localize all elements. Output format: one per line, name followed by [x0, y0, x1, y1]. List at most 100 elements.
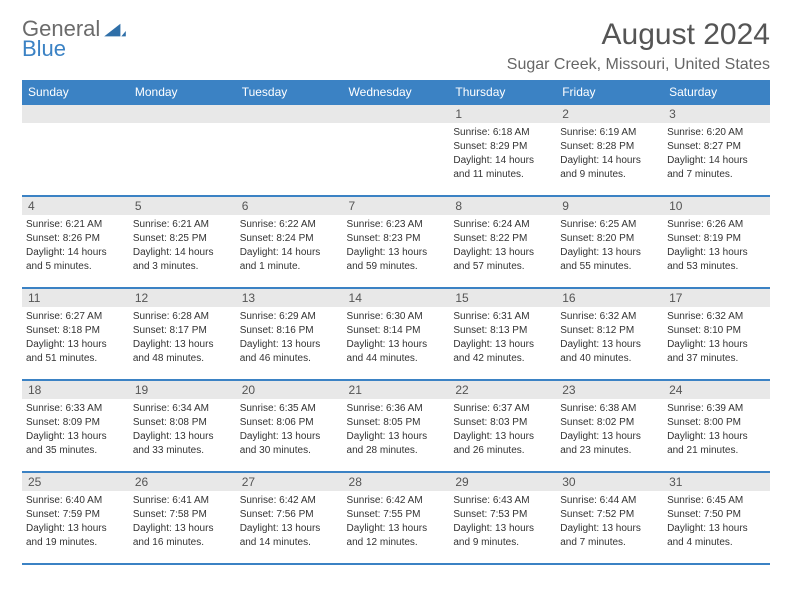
day-body: Sunrise: 6:18 AMSunset: 8:29 PMDaylight:… [449, 123, 556, 184]
sunset-line: Sunset: 8:08 PM [133, 416, 232, 430]
sunrise-line: Sunrise: 6:26 AM [667, 218, 766, 232]
logo-triangle-icon [104, 22, 126, 40]
daylight-line: Daylight: 14 hours and 9 minutes. [560, 154, 659, 182]
daylight-line: Daylight: 13 hours and 28 minutes. [347, 430, 446, 458]
day-cell: 22Sunrise: 6:37 AMSunset: 8:03 PMDayligh… [449, 380, 556, 472]
sunset-line: Sunset: 8:26 PM [26, 232, 125, 246]
logo: General Blue [22, 18, 126, 60]
sunset-line: Sunset: 7:52 PM [560, 508, 659, 522]
day-body: Sunrise: 6:25 AMSunset: 8:20 PMDaylight:… [556, 215, 663, 276]
daylight-line: Daylight: 13 hours and 19 minutes. [26, 522, 125, 550]
day-body: Sunrise: 6:22 AMSunset: 8:24 PMDaylight:… [236, 215, 343, 276]
logo-text: General Blue [22, 18, 100, 60]
day-body: Sunrise: 6:26 AMSunset: 8:19 PMDaylight:… [663, 215, 770, 276]
day-number: 29 [449, 473, 556, 491]
day-cell: 17Sunrise: 6:32 AMSunset: 8:10 PMDayligh… [663, 288, 770, 380]
sunrise-line: Sunrise: 6:36 AM [347, 402, 446, 416]
sunset-line: Sunset: 8:19 PM [667, 232, 766, 246]
daylight-line: Daylight: 14 hours and 1 minute. [240, 246, 339, 274]
day-header-tuesday: Tuesday [236, 81, 343, 105]
day-body: Sunrise: 6:40 AMSunset: 7:59 PMDaylight:… [22, 491, 129, 552]
day-cell [129, 104, 236, 196]
day-body: Sunrise: 6:30 AMSunset: 8:14 PMDaylight:… [343, 307, 450, 368]
sunrise-line: Sunrise: 6:37 AM [453, 402, 552, 416]
calendar-body: 1Sunrise: 6:18 AMSunset: 8:29 PMDaylight… [22, 104, 770, 564]
daylight-line: Daylight: 13 hours and 44 minutes. [347, 338, 446, 366]
sunrise-line: Sunrise: 6:43 AM [453, 494, 552, 508]
day-cell: 11Sunrise: 6:27 AMSunset: 8:18 PMDayligh… [22, 288, 129, 380]
sunset-line: Sunset: 8:16 PM [240, 324, 339, 338]
day-cell: 8Sunrise: 6:24 AMSunset: 8:22 PMDaylight… [449, 196, 556, 288]
day-body: Sunrise: 6:35 AMSunset: 8:06 PMDaylight:… [236, 399, 343, 460]
sunrise-line: Sunrise: 6:38 AM [560, 402, 659, 416]
day-cell: 20Sunrise: 6:35 AMSunset: 8:06 PMDayligh… [236, 380, 343, 472]
day-header-friday: Friday [556, 81, 663, 105]
day-cell: 25Sunrise: 6:40 AMSunset: 7:59 PMDayligh… [22, 472, 129, 564]
day-body: Sunrise: 6:32 AMSunset: 8:12 PMDaylight:… [556, 307, 663, 368]
day-cell: 6Sunrise: 6:22 AMSunset: 8:24 PMDaylight… [236, 196, 343, 288]
sunrise-line: Sunrise: 6:34 AM [133, 402, 232, 416]
day-number: 18 [22, 381, 129, 399]
month-title: August 2024 [507, 18, 770, 52]
daylight-line: Daylight: 13 hours and 21 minutes. [667, 430, 766, 458]
sunset-line: Sunset: 8:18 PM [26, 324, 125, 338]
empty-day [129, 105, 236, 123]
day-number: 6 [236, 197, 343, 215]
sunrise-line: Sunrise: 6:41 AM [133, 494, 232, 508]
sunset-line: Sunset: 8:28 PM [560, 140, 659, 154]
sunrise-line: Sunrise: 6:21 AM [133, 218, 232, 232]
daylight-line: Daylight: 14 hours and 3 minutes. [133, 246, 232, 274]
day-body: Sunrise: 6:45 AMSunset: 7:50 PMDaylight:… [663, 491, 770, 552]
sunrise-line: Sunrise: 6:18 AM [453, 126, 552, 140]
day-cell: 5Sunrise: 6:21 AMSunset: 8:25 PMDaylight… [129, 196, 236, 288]
day-body: Sunrise: 6:28 AMSunset: 8:17 PMDaylight:… [129, 307, 236, 368]
day-cell [343, 104, 450, 196]
daylight-line: Daylight: 13 hours and 55 minutes. [560, 246, 659, 274]
sunset-line: Sunset: 8:02 PM [560, 416, 659, 430]
sunset-line: Sunset: 7:58 PM [133, 508, 232, 522]
daylight-line: Daylight: 13 hours and 51 minutes. [26, 338, 125, 366]
logo-line2: Blue [22, 38, 100, 60]
daylight-line: Daylight: 13 hours and 7 minutes. [560, 522, 659, 550]
day-body: Sunrise: 6:34 AMSunset: 8:08 PMDaylight:… [129, 399, 236, 460]
day-cell: 23Sunrise: 6:38 AMSunset: 8:02 PMDayligh… [556, 380, 663, 472]
daylight-line: Daylight: 14 hours and 7 minutes. [667, 154, 766, 182]
day-cell [22, 104, 129, 196]
day-number: 11 [22, 289, 129, 307]
day-cell: 7Sunrise: 6:23 AMSunset: 8:23 PMDaylight… [343, 196, 450, 288]
day-number: 14 [343, 289, 450, 307]
day-cell: 14Sunrise: 6:30 AMSunset: 8:14 PMDayligh… [343, 288, 450, 380]
day-number: 13 [236, 289, 343, 307]
day-body: Sunrise: 6:42 AMSunset: 7:55 PMDaylight:… [343, 491, 450, 552]
sunset-line: Sunset: 8:25 PM [133, 232, 232, 246]
sunrise-line: Sunrise: 6:28 AM [133, 310, 232, 324]
day-body: Sunrise: 6:43 AMSunset: 7:53 PMDaylight:… [449, 491, 556, 552]
day-number: 12 [129, 289, 236, 307]
day-number: 20 [236, 381, 343, 399]
day-number: 24 [663, 381, 770, 399]
daylight-line: Daylight: 13 hours and 14 minutes. [240, 522, 339, 550]
day-cell: 9Sunrise: 6:25 AMSunset: 8:20 PMDaylight… [556, 196, 663, 288]
day-cell: 16Sunrise: 6:32 AMSunset: 8:12 PMDayligh… [556, 288, 663, 380]
day-number: 8 [449, 197, 556, 215]
day-body: Sunrise: 6:21 AMSunset: 8:25 PMDaylight:… [129, 215, 236, 276]
sunset-line: Sunset: 7:53 PM [453, 508, 552, 522]
day-cell: 12Sunrise: 6:28 AMSunset: 8:17 PMDayligh… [129, 288, 236, 380]
sunrise-line: Sunrise: 6:30 AM [347, 310, 446, 324]
day-body: Sunrise: 6:37 AMSunset: 8:03 PMDaylight:… [449, 399, 556, 460]
sunrise-line: Sunrise: 6:21 AM [26, 218, 125, 232]
sunset-line: Sunset: 8:22 PM [453, 232, 552, 246]
sunset-line: Sunset: 8:17 PM [133, 324, 232, 338]
day-body: Sunrise: 6:23 AMSunset: 8:23 PMDaylight:… [343, 215, 450, 276]
day-cell: 27Sunrise: 6:42 AMSunset: 7:56 PMDayligh… [236, 472, 343, 564]
sunrise-line: Sunrise: 6:35 AM [240, 402, 339, 416]
sunset-line: Sunset: 8:20 PM [560, 232, 659, 246]
empty-day [343, 105, 450, 123]
day-cell: 2Sunrise: 6:19 AMSunset: 8:28 PMDaylight… [556, 104, 663, 196]
daylight-line: Daylight: 14 hours and 5 minutes. [26, 246, 125, 274]
sunset-line: Sunset: 8:12 PM [560, 324, 659, 338]
day-cell: 29Sunrise: 6:43 AMSunset: 7:53 PMDayligh… [449, 472, 556, 564]
day-body: Sunrise: 6:24 AMSunset: 8:22 PMDaylight:… [449, 215, 556, 276]
sunrise-line: Sunrise: 6:22 AM [240, 218, 339, 232]
day-header-wednesday: Wednesday [343, 81, 450, 105]
